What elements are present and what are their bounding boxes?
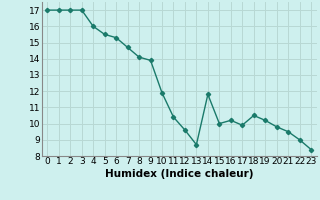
X-axis label: Humidex (Indice chaleur): Humidex (Indice chaleur)	[105, 169, 253, 179]
